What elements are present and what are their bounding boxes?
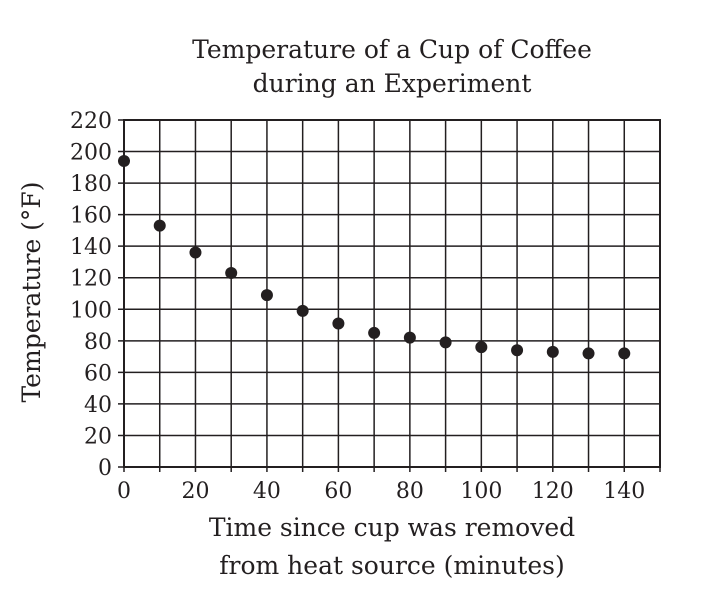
- y-tick-label: 200: [70, 141, 112, 166]
- y-tick-label: 120: [70, 267, 112, 292]
- data-point: [189, 246, 202, 259]
- data-point: [403, 331, 416, 344]
- data-point: [439, 336, 452, 349]
- x-tick-label: 100: [460, 479, 502, 504]
- data-point: [296, 304, 309, 317]
- x-axis: 0 20 40 60 80 100 120 140: [117, 479, 645, 504]
- x-axis-title-line-1: Time since cup was removed: [209, 513, 575, 542]
- data-point: [225, 266, 238, 279]
- data-point: [118, 155, 130, 168]
- x-tick-label: 20: [181, 479, 209, 504]
- plot-frame: [123, 119, 661, 468]
- data-point: [511, 344, 524, 357]
- y-axis-title: Temperature (°F): [17, 181, 46, 402]
- y-tick-label: 100: [70, 298, 112, 323]
- grid: [118, 119, 661, 472]
- data-point: [475, 341, 488, 354]
- y-tick-label: 0: [98, 456, 112, 481]
- y-tick-label: 160: [70, 204, 112, 229]
- x-axis-title-line-2: from heat source (minutes): [219, 551, 564, 580]
- chart-title-line-1: Temperature of a Cup of Coffee: [192, 35, 592, 64]
- x-tick-label: 0: [117, 479, 131, 504]
- data-point: [153, 219, 166, 232]
- y-tick-label: 60: [84, 361, 112, 386]
- data-point: [546, 345, 559, 358]
- data-point: [618, 347, 631, 360]
- data-point: [582, 347, 595, 360]
- y-axis: 0 20 40 60 80 100 120 140 160 180 200 220: [70, 109, 112, 481]
- x-tick-label: 60: [324, 479, 352, 504]
- data-point: [260, 289, 273, 302]
- data-points: [118, 155, 631, 360]
- x-tick-label: 120: [532, 479, 574, 504]
- y-tick-label: 40: [84, 393, 112, 418]
- chart-title-line-2: during an Experiment: [253, 69, 532, 98]
- x-tick-label: 80: [396, 479, 424, 504]
- x-tick-label: 40: [253, 479, 281, 504]
- y-tick-label: 140: [70, 235, 112, 260]
- data-point: [332, 317, 345, 330]
- data-point: [368, 326, 381, 339]
- x-tick-label: 140: [603, 479, 645, 504]
- y-tick-label: 180: [70, 172, 112, 197]
- y-tick-label: 20: [84, 424, 112, 449]
- y-tick-label: 220: [70, 109, 112, 134]
- y-tick-label: 80: [84, 330, 112, 355]
